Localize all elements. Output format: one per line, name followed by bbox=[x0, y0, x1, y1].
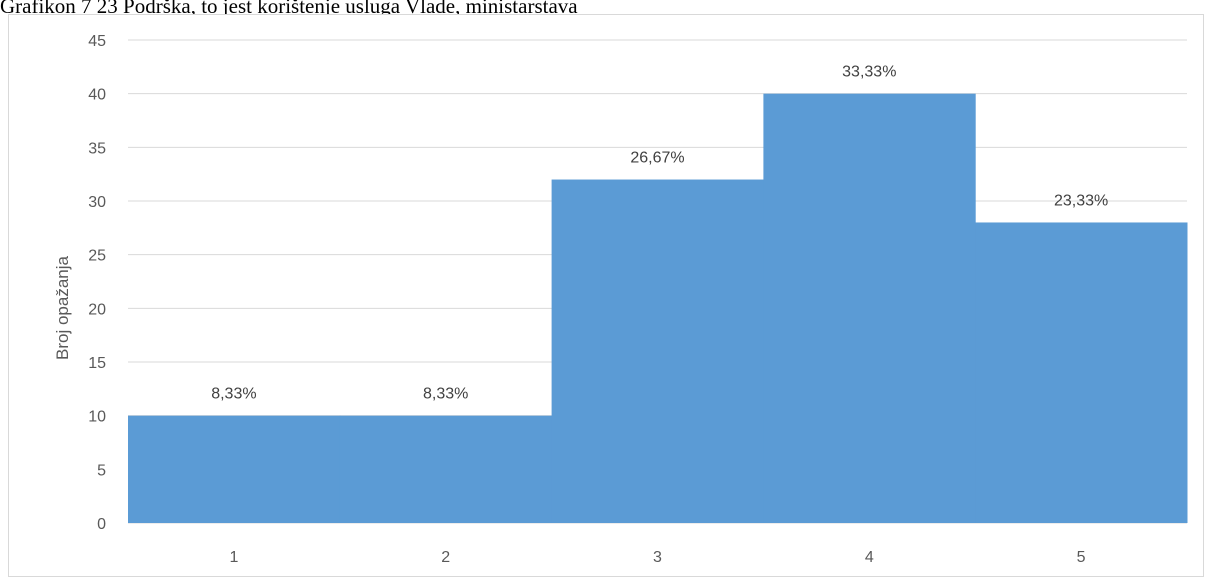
y-tick-label: 35 bbox=[88, 140, 106, 157]
x-tick-label: 5 bbox=[1077, 549, 1086, 566]
bar-5 bbox=[975, 222, 1188, 523]
bar-3 bbox=[551, 179, 764, 524]
chart-caption: Grafikon 7 23 Podrška, to jest korištenj… bbox=[0, 0, 578, 18]
y-tick-label: 45 bbox=[88, 33, 106, 50]
y-tick-label: 10 bbox=[88, 409, 106, 426]
x-tick-label: 1 bbox=[229, 549, 238, 566]
x-tick-label: 3 bbox=[653, 549, 662, 566]
y-tick-labels: 0 5 10 15 20 25 30 35 40 45 bbox=[88, 33, 106, 533]
y-tick-label: 15 bbox=[88, 355, 106, 372]
y-tick-label: 5 bbox=[97, 462, 106, 479]
y-tick-label: 0 bbox=[97, 516, 106, 533]
y-tick-label: 40 bbox=[88, 87, 106, 104]
bar-2 bbox=[339, 415, 553, 523]
bar-1 bbox=[128, 415, 341, 523]
bars bbox=[128, 93, 1188, 524]
data-label: 23,33% bbox=[1054, 192, 1108, 209]
y-tick-label: 25 bbox=[88, 248, 106, 265]
y-axis-title: Broj opažanja bbox=[53, 255, 72, 360]
y-tick-label: 30 bbox=[88, 194, 106, 211]
data-label: 8,33% bbox=[423, 386, 468, 403]
x-tick-labels: 1 2 3 4 5 bbox=[229, 549, 1085, 566]
data-label: 8,33% bbox=[211, 386, 256, 403]
data-label: 33,33% bbox=[842, 64, 896, 81]
bar-4 bbox=[763, 93, 976, 524]
data-labels: 8,33% 8,33% 26,67% 33,33% 23,33% bbox=[211, 64, 1108, 403]
x-tick-label: 2 bbox=[441, 549, 450, 566]
data-label: 26,67% bbox=[630, 150, 684, 167]
x-tick-label: 4 bbox=[865, 549, 874, 566]
y-tick-label: 20 bbox=[88, 301, 106, 318]
